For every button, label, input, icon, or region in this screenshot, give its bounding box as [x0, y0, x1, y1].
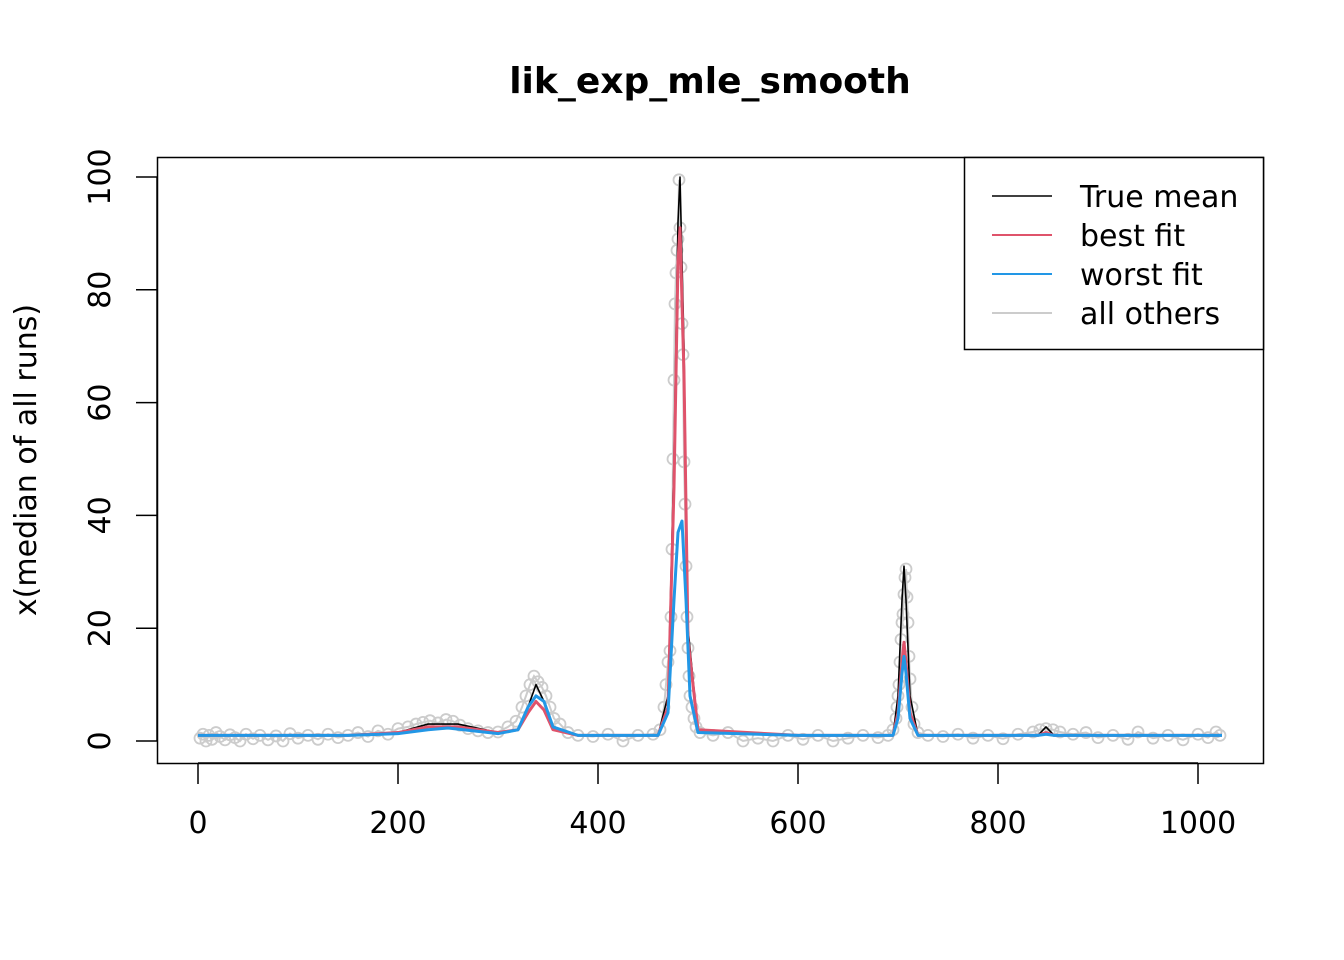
all-others-point — [899, 562, 913, 576]
x-tick-label: 800 — [969, 806, 1026, 841]
all-others-point — [736, 734, 750, 748]
all-others-point — [1121, 732, 1135, 746]
all-others-point — [361, 730, 375, 743]
all-others-point — [205, 732, 219, 746]
x-tick-label: 0 — [188, 806, 207, 841]
worst-fit-line — [198, 519, 1222, 737]
all-others-point — [1026, 725, 1040, 739]
all-others-point — [996, 732, 1010, 746]
x-tick-label: 600 — [769, 806, 826, 841]
y-tick-label: 80 — [83, 271, 118, 309]
y-tick-label: 40 — [83, 496, 118, 534]
y-tick-label: 60 — [83, 384, 118, 422]
all-others-point — [897, 587, 911, 601]
all-others-point — [209, 726, 223, 739]
all-others-point — [966, 731, 980, 745]
all-others-point — [1053, 725, 1067, 739]
chart-title: lik_exp_mle_smooth — [509, 61, 911, 102]
all-others-point — [246, 732, 260, 746]
x-tick-label: 400 — [569, 806, 626, 841]
all-others-point — [439, 713, 453, 726]
x-axis: 0 200 400 600 800 1000 — [188, 762, 1236, 841]
series-lines — [198, 176, 1222, 737]
legend-label: worst fit — [1080, 258, 1203, 293]
x-tick-label: 200 — [369, 806, 426, 841]
all-others-point — [1091, 731, 1105, 745]
all-others-point — [1079, 726, 1093, 739]
y-tick-label: 20 — [83, 609, 118, 647]
y-axis: 0 20 40 60 80 100 — [83, 148, 158, 751]
all-others-point — [311, 732, 325, 746]
y-tick-label: 100 — [83, 148, 118, 205]
all-others-point — [1146, 731, 1160, 745]
all-others-point — [796, 732, 810, 746]
all-others-point — [667, 373, 681, 387]
y-axis-label: x(median of all runs) — [9, 304, 44, 616]
legend-box — [963, 156, 1265, 351]
all-others-point — [668, 297, 682, 311]
all-others-point — [1131, 725, 1145, 739]
all-others-point — [905, 700, 919, 714]
legend-label: True mean — [1079, 180, 1238, 215]
legend-label: all others — [1080, 297, 1220, 332]
x-tick-label: 1000 — [1160, 806, 1236, 841]
all-others-point — [659, 678, 673, 691]
all-others-point — [841, 731, 855, 745]
legend-label: best fit — [1080, 219, 1185, 254]
y-tick-label: 0 — [83, 731, 118, 750]
legend: True mean best fit worst fit all others — [963, 156, 1265, 351]
all-others-point — [1209, 725, 1223, 739]
all-others-point — [901, 616, 915, 629]
